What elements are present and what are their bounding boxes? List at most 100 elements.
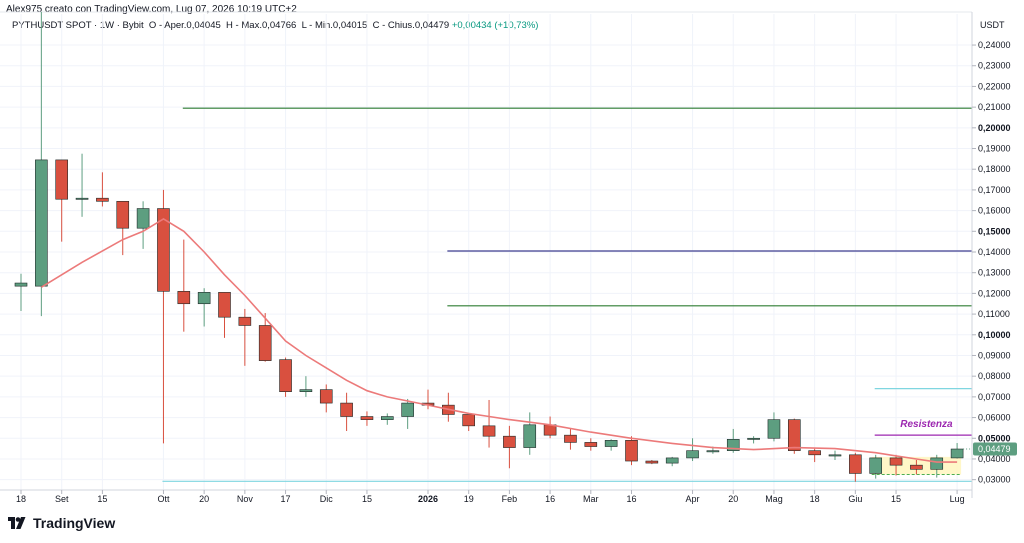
legend-high-value: Max.0,04766 bbox=[241, 20, 297, 31]
candle bbox=[625, 436, 638, 466]
y-tick-label: 0,14000 bbox=[978, 247, 1011, 257]
y-tick-label: 0,22000 bbox=[978, 81, 1011, 91]
y-tick-label: 0,19000 bbox=[978, 144, 1011, 154]
candle bbox=[950, 443, 964, 459]
symbol-legend: PYTHUSDT SPOT · 1W · Bybit O - Aper.0,04… bbox=[12, 20, 539, 31]
tradingview-logo-icon bbox=[8, 517, 26, 529]
candle bbox=[889, 454, 903, 476]
candle-body bbox=[401, 402, 414, 417]
candle-body bbox=[55, 159, 69, 200]
legend-close-label: C bbox=[372, 20, 380, 31]
y-tick-label: 0,05000 bbox=[978, 433, 1011, 443]
candle bbox=[503, 425, 516, 469]
candle bbox=[482, 399, 496, 448]
candle-body bbox=[523, 424, 537, 448]
current-price-tag bbox=[973, 442, 1017, 456]
candle-body bbox=[96, 197, 109, 202]
legend-interval[interactable]: 1W bbox=[99, 20, 115, 31]
candle-body bbox=[726, 438, 740, 451]
legend-low-label: L bbox=[301, 20, 307, 31]
candle bbox=[930, 454, 944, 478]
candle-body bbox=[157, 208, 170, 292]
x-tick-label: Set bbox=[55, 494, 69, 504]
candle bbox=[380, 413, 394, 425]
tradingview-wordmark: TradingView bbox=[33, 515, 116, 531]
candle bbox=[828, 450, 842, 460]
candle-body bbox=[136, 208, 150, 229]
candle-body bbox=[197, 292, 211, 305]
y-tick-label: 0,24000 bbox=[978, 40, 1011, 50]
candle-body bbox=[767, 419, 781, 439]
candle bbox=[401, 398, 414, 429]
candle bbox=[96, 172, 109, 207]
candle bbox=[299, 376, 313, 397]
candle-body bbox=[950, 448, 964, 459]
candle bbox=[75, 153, 89, 217]
candle bbox=[645, 459, 659, 465]
y-tick-label: 0,03000 bbox=[978, 475, 1011, 485]
candle-body bbox=[279, 359, 292, 392]
x-tick-label: 20 bbox=[728, 494, 738, 504]
x-tick-label: 15 bbox=[97, 494, 107, 504]
candle bbox=[258, 313, 272, 362]
candle-body bbox=[258, 325, 272, 361]
moving-average bbox=[40, 217, 958, 463]
x-tick-label: 17 bbox=[281, 494, 291, 504]
candle-body bbox=[787, 419, 801, 451]
candle-body bbox=[380, 416, 394, 420]
y-tick-label: 0,17000 bbox=[978, 185, 1011, 195]
legend-exchange: Bybit bbox=[122, 20, 144, 31]
legend-open-label: O bbox=[148, 20, 157, 31]
time-axis[interactable]: 18 Set 15 Ott 20 Nov 17 Dic 15 2026 19 Feb 16 Mar 16 Ap… bbox=[0, 489, 972, 504]
candle bbox=[849, 452, 862, 482]
candle bbox=[35, 11, 48, 317]
candle-body bbox=[808, 450, 821, 456]
x-tick-label: Nov bbox=[237, 494, 254, 504]
candle bbox=[564, 428, 577, 450]
candle-body bbox=[930, 457, 944, 470]
candle bbox=[279, 357, 292, 397]
candle bbox=[543, 416, 557, 439]
candle bbox=[177, 239, 191, 332]
candle bbox=[55, 159, 69, 242]
candle-body bbox=[299, 389, 313, 392]
candle bbox=[462, 414, 476, 432]
candle-body bbox=[482, 425, 496, 437]
chart-grid bbox=[0, 11, 972, 490]
candle bbox=[238, 308, 252, 366]
candle-body bbox=[665, 457, 679, 464]
candle bbox=[747, 436, 760, 444]
y-tick-label: 0,09000 bbox=[978, 350, 1011, 360]
candle-body bbox=[177, 291, 191, 305]
x-tick-label: 18 bbox=[16, 494, 26, 504]
candle bbox=[360, 411, 374, 426]
candle bbox=[665, 456, 679, 467]
candle-body bbox=[828, 454, 842, 457]
y-tick-label: 0,21000 bbox=[978, 102, 1011, 112]
x-tick-label: Dic bbox=[320, 494, 333, 504]
x-tick-label: 20 bbox=[199, 494, 209, 504]
candle-body bbox=[686, 450, 699, 459]
candles bbox=[14, 11, 964, 482]
candle-body bbox=[564, 434, 577, 443]
candle-body bbox=[503, 435, 516, 448]
candle bbox=[604, 439, 618, 451]
candle-body bbox=[910, 464, 923, 470]
y-tick-label: 0,15000 bbox=[978, 226, 1011, 236]
candle-body bbox=[340, 402, 353, 417]
candle bbox=[319, 384, 333, 413]
x-tick-label: 18 bbox=[810, 494, 820, 504]
moving-average-line bbox=[40, 217, 958, 463]
y-tick-label: 0,07000 bbox=[978, 392, 1011, 402]
price-axis[interactable]: 0,03000 0,04000 0,05000 0,06000 0,07000 0,080… bbox=[963, 12, 1017, 498]
candle-body bbox=[319, 389, 333, 404]
annotations: Resistenza bbox=[900, 419, 953, 430]
candle-body bbox=[645, 460, 659, 464]
chart-credit: Alex975 creato con TradingView.com, Lug … bbox=[6, 4, 297, 15]
x-tick-label: 19 bbox=[464, 494, 474, 504]
y-tick-label: 0,08000 bbox=[978, 371, 1011, 381]
candle-body bbox=[116, 200, 130, 229]
candle bbox=[869, 454, 883, 479]
legend-symbol[interactable]: PYTHUSDT SPOT bbox=[12, 20, 92, 31]
